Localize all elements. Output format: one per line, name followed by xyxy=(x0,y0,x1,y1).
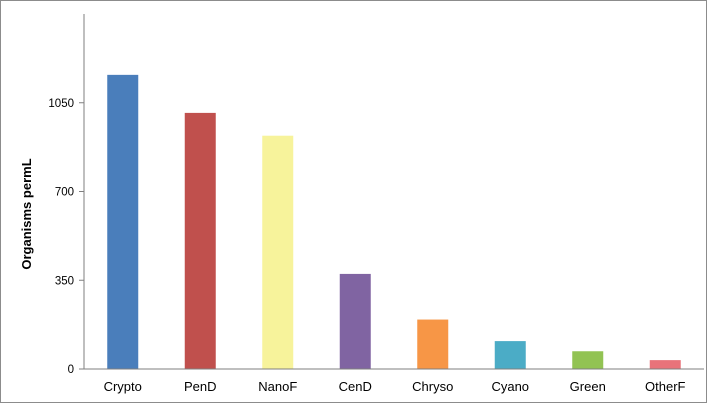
bar-nanof xyxy=(262,135,294,369)
x-tick-label: OtherF xyxy=(645,379,686,394)
bar-otherf xyxy=(649,360,681,369)
x-tick-label: Crypto xyxy=(104,379,142,394)
y-tick-label: 350 xyxy=(55,275,74,287)
bar-cend xyxy=(339,273,371,369)
bar-pend xyxy=(184,112,216,370)
y-axis-title: Organisms permL xyxy=(19,158,34,269)
x-tick-label: CenD xyxy=(339,379,372,394)
y-axis-ticks: 0 350 700 1050 xyxy=(48,98,84,376)
y-tick-label: 1050 xyxy=(48,98,74,110)
x-axis-labels: Crypto PenD NanoF CenD Chryso Cyano Green Other… xyxy=(104,379,686,394)
bar-chryso xyxy=(417,319,449,369)
bar-cyano xyxy=(494,341,526,369)
bars xyxy=(107,74,681,370)
x-tick-label: PenD xyxy=(184,379,217,394)
x-tick-label: NanoF xyxy=(258,379,297,394)
y-tick-label: 0 xyxy=(68,364,74,376)
y-tick-label: 700 xyxy=(55,187,74,199)
x-tick-label: Cyano xyxy=(491,379,529,394)
x-tick-label: Chryso xyxy=(412,379,453,394)
bar-crypto xyxy=(107,74,139,369)
x-tick-label: Green xyxy=(570,379,606,394)
bar-green xyxy=(572,351,604,369)
